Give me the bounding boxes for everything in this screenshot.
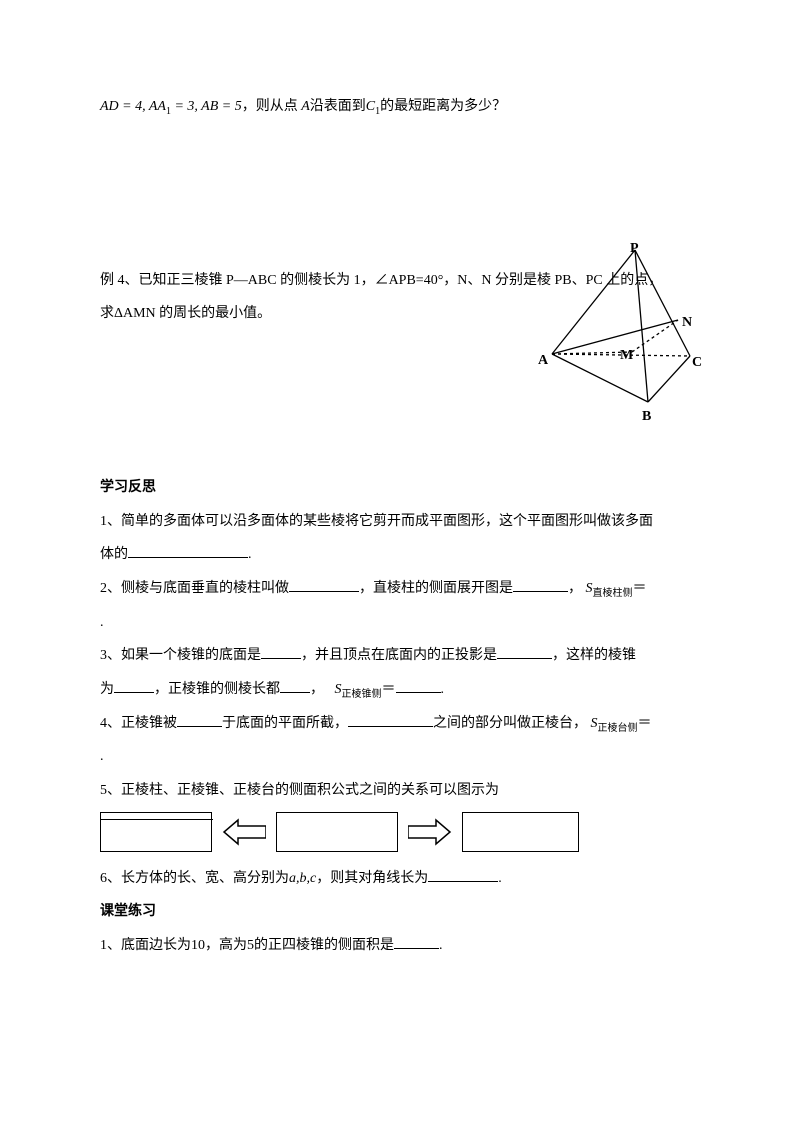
label-P: P bbox=[630, 232, 639, 266]
blank bbox=[177, 710, 222, 726]
r4b: 于底面的平面所截， bbox=[222, 716, 348, 731]
blank bbox=[428, 865, 498, 881]
box-frustum bbox=[462, 812, 579, 852]
blank bbox=[394, 932, 439, 948]
t3: 的最短距离为多少？ bbox=[380, 99, 506, 114]
r4c: 之间的部分叫做正棱台， bbox=[433, 716, 587, 731]
r3a: 3、如果一个棱锥的底面是 bbox=[100, 648, 261, 663]
p1: 1、底面边长为10，高为5的正四棱锥的侧面积是. bbox=[100, 929, 700, 963]
r2b: ，直棱柱的侧面展开图是 bbox=[359, 581, 513, 596]
r3f: ， bbox=[310, 682, 324, 697]
p1d: . bbox=[439, 938, 443, 953]
blank bbox=[497, 643, 552, 659]
tetrahedron-figure: P N M A C B bbox=[540, 244, 700, 414]
C: C bbox=[366, 99, 375, 114]
r3c: ，这样的棱锥 bbox=[552, 648, 636, 663]
blank bbox=[280, 676, 310, 692]
box-pyramid bbox=[276, 812, 398, 852]
label-C: C bbox=[692, 346, 702, 380]
blank bbox=[261, 643, 301, 659]
arrow-left-icon bbox=[222, 818, 266, 846]
practice-heading: 课堂练习 bbox=[100, 895, 700, 929]
eq-part1: AD = 4, AA bbox=[100, 99, 166, 114]
r6b: ，则其对角线长为 bbox=[316, 871, 428, 886]
r3g: . bbox=[441, 682, 445, 697]
label-N: N bbox=[682, 306, 692, 340]
blank bbox=[396, 676, 441, 692]
label-M: M bbox=[620, 339, 633, 373]
t2: 沿表面到 bbox=[310, 99, 366, 114]
tetra-svg bbox=[540, 244, 700, 414]
r4a: 4、正棱锥被 bbox=[100, 716, 177, 731]
label-B: B bbox=[642, 400, 651, 434]
blank bbox=[348, 710, 433, 726]
r6a: 6、长方体的长、宽、高分别为 bbox=[100, 871, 289, 886]
r2sub: 直棱柱侧 bbox=[593, 588, 633, 599]
r5: 5、正棱柱、正棱锥、正棱台的侧面积公式之间的关系可以图示为 bbox=[100, 774, 700, 808]
relation-diagram bbox=[100, 812, 700, 852]
eq-part2: = 3, AB = 5 bbox=[171, 99, 242, 114]
r6c: . bbox=[498, 871, 502, 886]
r1c: . bbox=[248, 547, 252, 562]
r4d: . bbox=[100, 749, 104, 764]
arrow-right-icon bbox=[408, 818, 452, 846]
r4s: S bbox=[591, 716, 598, 731]
p1ten: 10 bbox=[191, 938, 205, 953]
r4sub: 正棱台侧 bbox=[598, 722, 638, 733]
r3d: 为 bbox=[100, 682, 114, 697]
p1a: 1、底面边长为 bbox=[100, 938, 191, 953]
blank bbox=[289, 575, 359, 591]
blank bbox=[128, 542, 248, 558]
r2d: . bbox=[100, 615, 104, 630]
label-A: A bbox=[538, 344, 548, 378]
r2c: ， bbox=[568, 581, 582, 596]
r3b: ，并且顶点在底面内的正投影是 bbox=[301, 648, 497, 663]
r3: 3、如果一个棱锥的底面是 ，并且顶点在底面内的正投影是 ，这样的棱锥 为 ，正棱锥的侧… bbox=[100, 639, 700, 706]
r2: 2、侧棱与底面垂直的棱柱叫做 ，直棱柱的侧面展开图是 ， S直棱柱侧＝ . bbox=[100, 572, 700, 639]
A: A bbox=[301, 99, 310, 114]
r3sub: 正棱锥侧 bbox=[342, 689, 382, 700]
problem-intro: AD = 4, AA1 = 3, AB = 5，则从点 A沿表面到C1的最短距离… bbox=[100, 90, 700, 124]
r2s: S bbox=[586, 581, 593, 596]
r3eq: ＝ bbox=[382, 682, 396, 697]
r1a: 1、简单的多面体可以沿多面体的某些棱将它剪开而成平面图形，这个平面图形叫做该多面 bbox=[100, 514, 653, 529]
r6abc: a,b,c bbox=[289, 871, 316, 886]
r2eq: ＝ bbox=[633, 581, 647, 596]
reflect-heading: 学习反思 bbox=[100, 471, 700, 505]
r3e: ，正棱锥的侧棱长都 bbox=[154, 682, 280, 697]
r1b: 体的 bbox=[100, 547, 128, 562]
r1: 1、简单的多面体可以沿多面体的某些棱将它剪开而成平面图形，这个平面图形叫做该多面… bbox=[100, 505, 700, 572]
t1: ，则从点 bbox=[242, 99, 298, 114]
blank bbox=[513, 575, 568, 591]
r2a: 2、侧棱与底面垂直的棱柱叫做 bbox=[100, 581, 289, 596]
p1b: ，高为 bbox=[205, 938, 247, 953]
box-prism bbox=[100, 812, 212, 852]
p1five: 5 bbox=[247, 938, 254, 953]
r6: 6、长方体的长、宽、高分别为a,b,c，则其对角线长为. bbox=[100, 862, 700, 896]
r4eq: ＝ bbox=[638, 716, 652, 731]
blank bbox=[114, 676, 154, 692]
p1c: 的正四棱锥的侧面积是 bbox=[254, 938, 394, 953]
r3s: S bbox=[335, 682, 342, 697]
r4: 4、正棱锥被 于底面的平面所截， 之间的部分叫做正棱台， S正棱台侧＝ . bbox=[100, 707, 700, 774]
